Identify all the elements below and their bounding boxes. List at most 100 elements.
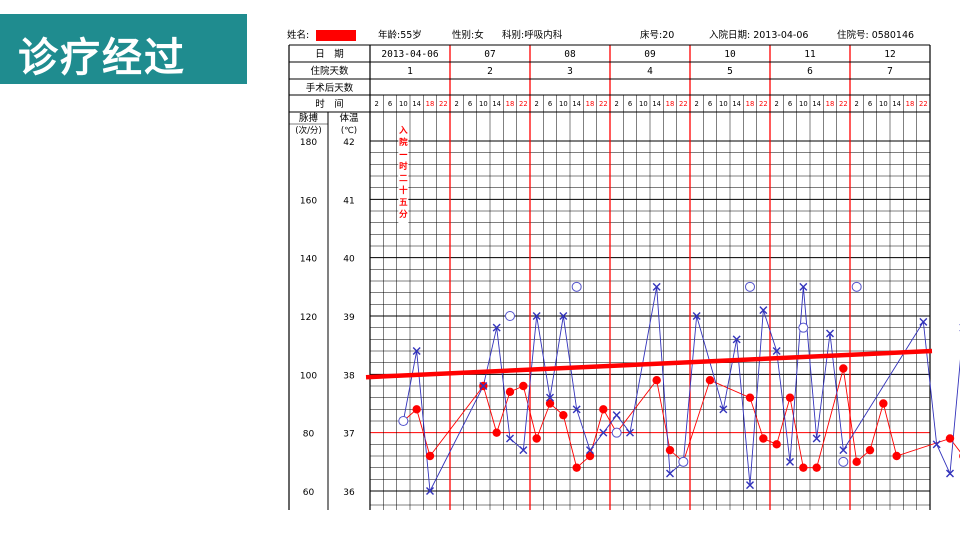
temperature-point — [412, 405, 421, 414]
temp-axis-label: 体温 — [339, 112, 359, 124]
time-slot-label: 14 — [412, 100, 421, 108]
pulse-tick-label: 160 — [300, 196, 317, 206]
pulse-point — [546, 393, 554, 402]
temperature-point — [799, 463, 808, 472]
pulse-tick-label: 140 — [300, 255, 317, 265]
time-slot-label: 10 — [879, 100, 888, 108]
open-circle-point — [838, 456, 849, 467]
admission-note-char: 时 — [399, 161, 408, 172]
time-slot-label: 6 — [468, 100, 472, 108]
date-cell: 11 — [804, 49, 816, 60]
pulse-point — [519, 446, 528, 455]
time-slot-label: 18 — [826, 100, 835, 108]
date-cell: 07 — [484, 49, 495, 60]
time-slot-label: 14 — [652, 100, 661, 108]
open-circle-point — [798, 322, 809, 333]
temperature-point — [865, 445, 875, 455]
time-slot-label: 18 — [586, 100, 595, 108]
temperature-point — [572, 463, 581, 472]
temperature-point — [879, 399, 888, 408]
pulse-point — [719, 405, 728, 414]
pulse-point — [652, 282, 661, 291]
row-label-hospital-days: 住院天数 — [310, 65, 349, 77]
time-slot-label: 22 — [519, 100, 528, 108]
pulse-point — [612, 411, 621, 420]
patient-age: 年龄:55岁 — [378, 29, 422, 41]
open-circle-point — [851, 281, 862, 292]
time-slot-label: 10 — [639, 100, 648, 108]
pulse-point — [772, 347, 781, 355]
temp-tick-label: 41 — [343, 196, 354, 206]
temperature-point — [492, 428, 501, 437]
hospital-day-cell: 5 — [727, 66, 733, 77]
open-circle-point — [745, 281, 755, 292]
temp-tick-label: 39 — [343, 313, 355, 323]
temperature-point — [945, 434, 955, 443]
open-circle-point — [678, 456, 689, 467]
date-cell: 10 — [724, 49, 736, 60]
open-circle-point — [571, 281, 582, 292]
temperature-point — [545, 399, 555, 408]
admission-note-background — [398, 123, 409, 223]
temperature-point — [519, 381, 528, 391]
time-slot-label: 14 — [892, 100, 901, 108]
slide-title: 诊疗经过 — [18, 35, 186, 81]
admission-note-char: 入 — [398, 126, 408, 136]
time-slot-label: 2 — [695, 100, 699, 108]
temperature-point — [772, 440, 781, 449]
open-circle-point — [611, 427, 622, 438]
pulse-point — [946, 469, 954, 478]
admission-note-char: 二 — [399, 174, 408, 184]
pulse-point — [839, 446, 848, 455]
date-cell: 08 — [564, 49, 576, 60]
time-slot-label: 14 — [492, 100, 501, 108]
time-slot-label: 6 — [548, 100, 552, 108]
row-label-postop-days: 手术后天数 — [306, 82, 354, 94]
time-slot-label: 18 — [906, 100, 915, 108]
time-slot-label: 6 — [388, 100, 392, 108]
date-cell: 2013-04-06 — [381, 49, 438, 60]
temperature-point — [705, 375, 715, 385]
temperature-point — [839, 364, 848, 373]
pulse-point — [599, 428, 608, 437]
time-slot-label: 14 — [732, 100, 741, 108]
patient-name-label: 姓名: — [287, 29, 309, 41]
time-slot-label: 6 — [868, 100, 872, 108]
time-slot-label: 6 — [708, 100, 712, 108]
time-slot-label: 18 — [746, 100, 755, 108]
admission-date: 入院日期: 2013-04-06 — [709, 29, 808, 41]
time-slot-label: 2 — [535, 100, 539, 108]
pulse-axis-label: 脉搏 — [299, 112, 319, 124]
hospital-day-cell: 4 — [647, 66, 653, 77]
temp-unit-label: (℃) — [341, 126, 357, 136]
pulse-point — [812, 434, 821, 443]
admission-note-char: 十 — [399, 185, 408, 196]
time-slot-label: 18 — [426, 100, 435, 108]
time-slot-label: 22 — [919, 100, 928, 108]
temperature-point — [559, 410, 568, 420]
pulse-point — [426, 487, 434, 495]
patient-bed: 床号:20 — [640, 29, 674, 41]
time-slot-label: 6 — [788, 100, 792, 108]
patient-sex: 性别:女 — [452, 29, 484, 41]
pulse-tick-label: 120 — [300, 313, 317, 323]
time-slot-label: 22 — [839, 100, 848, 108]
temp-tick-label: 38 — [343, 371, 355, 381]
slide-title-box: 诊疗经过 — [0, 14, 247, 84]
pulse-point — [532, 312, 541, 320]
hospital-day-cell: 7 — [887, 66, 893, 77]
temperature-point — [892, 451, 901, 461]
admission-note-char: 院 — [399, 137, 408, 148]
time-slot-label: 2 — [455, 100, 459, 108]
pulse-tick-label: 60 — [303, 488, 315, 498]
time-slot-label: 2 — [615, 100, 619, 108]
temperature-point — [585, 451, 595, 461]
pulse-point — [826, 329, 834, 338]
time-slot-label: 10 — [399, 100, 408, 108]
time-slot-label: 2 — [375, 100, 379, 108]
inpatient-number: 住院号: 0580146 — [837, 29, 914, 41]
time-slot-label: 22 — [679, 100, 688, 108]
time-slot-label: 14 — [572, 100, 581, 108]
time-slot-label: 2 — [775, 100, 779, 108]
date-cell: 09 — [644, 49, 656, 60]
